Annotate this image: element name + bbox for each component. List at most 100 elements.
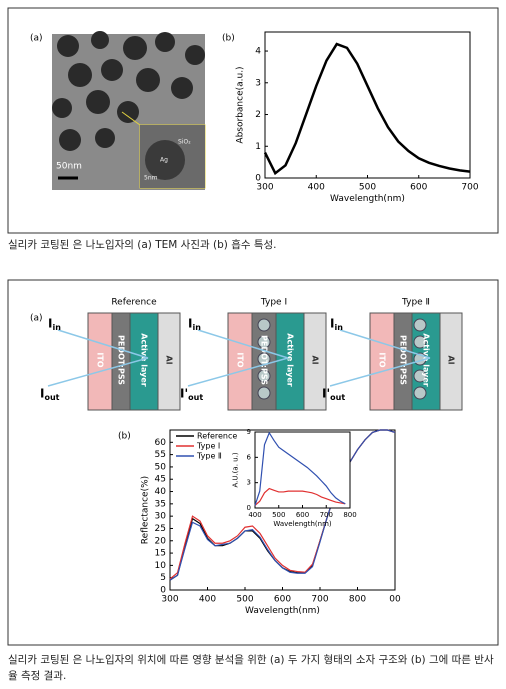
tem-image — [52, 31, 206, 190]
silica-sphere — [413, 369, 427, 383]
device-title: Type Ⅱ — [401, 298, 430, 308]
legend-label: Type Ⅱ — [196, 452, 222, 461]
x-tick-label: 00 — [389, 595, 401, 605]
layer-label: Active layer — [140, 333, 149, 386]
input-sub: in — [334, 323, 343, 332]
light-ray — [197, 329, 289, 359]
layer-label: Al — [165, 356, 174, 365]
light-ray — [57, 329, 149, 359]
light-ray — [187, 357, 289, 387]
caption: 실리카 코팅된 은 나노입자의 위치에 따른 영향 분석을 위한 (a) 두 가… — [8, 654, 494, 682]
panel-label: (a) — [30, 34, 43, 44]
device-title: Reference — [111, 298, 157, 308]
panel-label: (a) — [30, 314, 43, 324]
light-ray — [329, 357, 431, 387]
x-tick-label: 300 — [256, 183, 273, 193]
input-label: Iin — [330, 317, 343, 332]
output-sub: out — [330, 393, 345, 402]
x-tick-label: 700 — [461, 183, 478, 193]
y-axis-label: A.U.(a. u.) — [231, 452, 239, 487]
silica-sphere — [257, 318, 271, 332]
layer — [369, 312, 395, 411]
x-tick-label: 400 — [248, 511, 261, 519]
y-tick-label: 4 — [255, 47, 261, 57]
y-tick-label: 50 — [155, 462, 167, 472]
y-tick-label: 2 — [255, 110, 261, 120]
input-label: Iin — [48, 317, 61, 332]
x-tick-label: 700 — [311, 595, 328, 605]
layer-label: PEDOT:PSS — [117, 335, 126, 385]
layer-label: Active layer — [422, 333, 431, 386]
y-tick-label: 1 — [255, 142, 261, 152]
y-tick-label: 5 — [160, 573, 166, 583]
y-tick-label: 0 — [160, 586, 166, 596]
legend-label: Reference — [197, 432, 237, 441]
y-tick-label: 30 — [155, 512, 167, 522]
panel-label: (b) — [222, 34, 235, 44]
layer-label: Al — [311, 356, 320, 365]
inset-scale-label: 5nm — [144, 175, 158, 182]
layer — [87, 312, 113, 411]
output-label: Iout — [40, 387, 60, 402]
y-tick-label: 25 — [155, 524, 166, 534]
series-line — [254, 431, 346, 506]
silica-sphere — [257, 369, 271, 383]
y-tick-label: 9 — [247, 428, 251, 436]
layer-label: Al — [447, 356, 456, 365]
y-tick-label: 3 — [255, 78, 261, 88]
input-sub: in — [192, 323, 201, 332]
plot-frame — [264, 31, 471, 179]
series-line — [169, 429, 396, 581]
y-axis-label: Reflectance(%) — [140, 476, 150, 544]
legend-label: Type Ⅰ — [196, 442, 220, 451]
x-tick-label: 500 — [359, 183, 376, 193]
y-axis-label: Absorbance(a.u.) — [235, 66, 245, 143]
x-tick-label: 600 — [296, 511, 309, 519]
series-line — [263, 42, 471, 176]
x-axis-label: Wavelength(nm) — [273, 520, 332, 528]
figure1-frame — [7, 7, 499, 234]
layer-label: PEDOT:PSS — [260, 335, 269, 385]
y-tick-label: 6 — [247, 453, 252, 461]
series-line — [254, 487, 346, 506]
light-ray — [47, 357, 149, 387]
x-axis-label: Wavelength(nm) — [330, 194, 405, 204]
y-tick-label: 35 — [155, 499, 166, 509]
layer-label: ITO — [378, 352, 387, 367]
y-tick-label: 40 — [155, 487, 167, 497]
y-tick-label: 55 — [155, 450, 166, 460]
input-label: Iin — [188, 317, 201, 332]
output-label: I'out — [322, 387, 345, 402]
layer-label: Active layer — [286, 333, 295, 386]
x-tick-label: 400 — [199, 595, 216, 605]
core-label: Ag — [160, 157, 168, 164]
x-tick-label: 500 — [272, 511, 285, 519]
layer-label: ITO — [236, 352, 245, 367]
layer-label: PEDOT:PSS — [399, 335, 408, 385]
silica-sphere — [257, 386, 271, 400]
caption: 실리카 코팅된 은 나노입자의 (a) TEM 사진과 (b) 흡수 특성. — [8, 239, 277, 251]
scale-bar-label: 50nm — [56, 162, 82, 172]
x-tick-label: 700 — [320, 511, 333, 519]
output-sub: out — [188, 393, 203, 402]
y-tick-label: 20 — [155, 536, 167, 546]
y-tick-label: 3 — [247, 479, 251, 487]
plot-bg — [255, 432, 350, 508]
silica-sphere — [413, 335, 427, 349]
shell-label: SiO₂ — [178, 139, 191, 146]
y-tick-label: 0 — [255, 174, 261, 184]
input-sub: in — [52, 323, 61, 332]
x-tick-label: 300 — [161, 595, 178, 605]
x-tick-label: 600 — [274, 595, 291, 605]
layer — [439, 312, 463, 411]
layer-label: ITO — [96, 352, 105, 367]
y-tick-label: 15 — [155, 549, 166, 559]
x-tick-label: 800 — [343, 511, 356, 519]
y-tick-label: 0 — [247, 504, 251, 512]
x-tick-label: 600 — [410, 183, 427, 193]
layer — [303, 312, 327, 411]
y-tick-label: 10 — [155, 561, 167, 571]
y-tick-label: 60 — [155, 438, 167, 448]
